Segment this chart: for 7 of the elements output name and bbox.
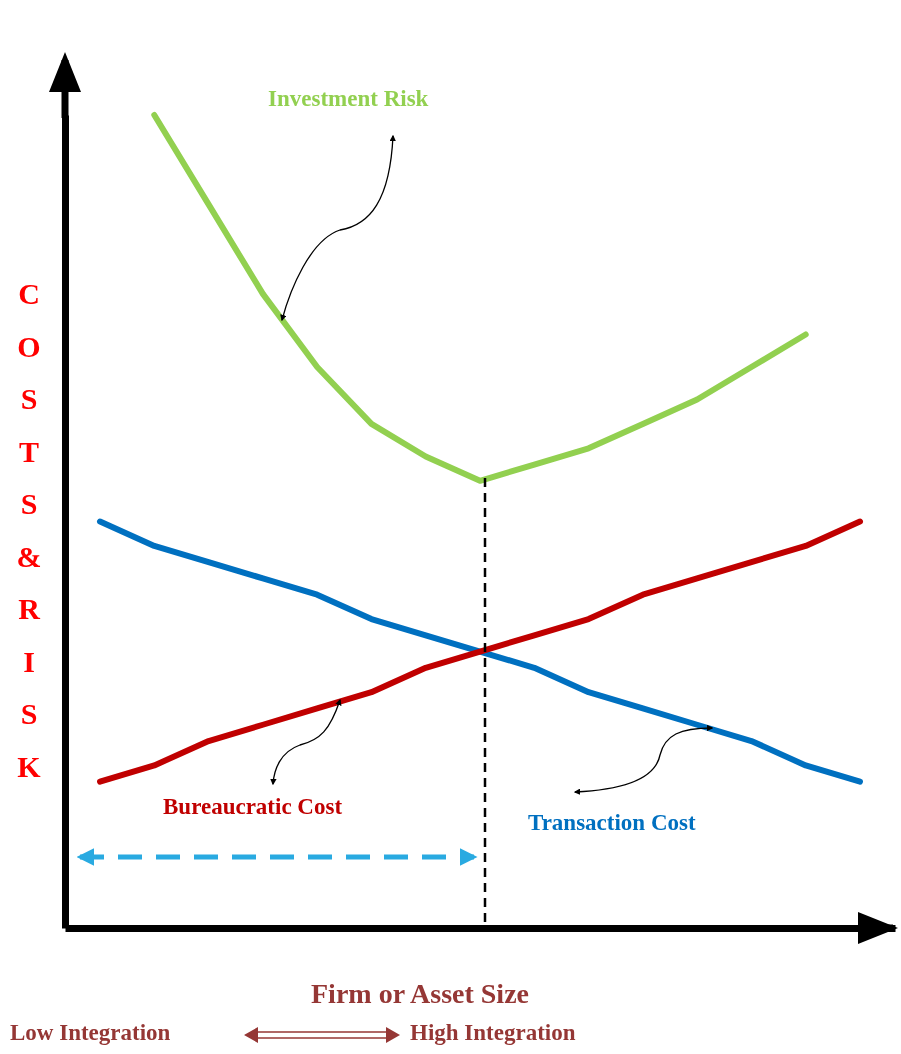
text: High Integration [410,1020,576,1046]
series-label: Bureaucratic Cost [163,794,343,820]
text: Low Integration [10,1020,171,1046]
x-axis-title: Firm or Asset Size [310,978,530,1010]
text: Investment Risk [268,86,429,112]
text: COSTS&RISK [16,277,42,783]
text: Transaction Cost [528,810,696,836]
